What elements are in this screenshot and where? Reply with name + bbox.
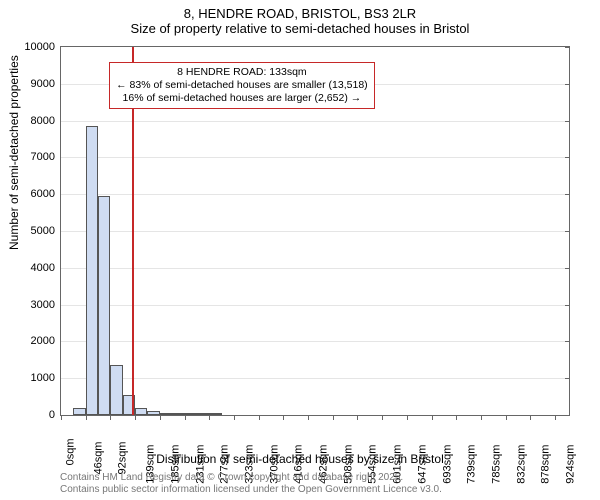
annotation-line-3: 16% of semi-detached houses are larger (… <box>116 92 368 105</box>
y-tick-mark <box>565 157 570 158</box>
histogram-bar <box>135 408 147 415</box>
footer: Contains HM Land Registry data © Crown c… <box>60 472 442 496</box>
y-tick-mark <box>565 121 570 122</box>
x-tick-mark <box>506 415 507 420</box>
gridline <box>61 231 569 232</box>
y-tick-label: 6000 <box>31 188 61 200</box>
gridline <box>61 341 569 342</box>
y-tick-label: 2000 <box>31 335 61 347</box>
x-tick-mark <box>357 415 358 420</box>
plot-area: 0100020003000400050006000700080009000100… <box>60 46 570 416</box>
annotation-box: 8 HENDRE ROAD: 133sqm← 83% of semi-detac… <box>109 62 375 109</box>
x-tick-mark <box>555 415 556 420</box>
x-tick-mark <box>185 415 186 420</box>
x-axis-label: Distribution of semi-detached houses by … <box>0 452 600 466</box>
x-tick-mark <box>61 415 62 420</box>
x-tick-mark <box>530 415 531 420</box>
y-tick-label: 1000 <box>31 372 61 384</box>
y-tick-mark <box>565 47 570 48</box>
y-tick-label: 4000 <box>31 262 61 274</box>
x-tick-mark <box>382 415 383 420</box>
histogram-bar <box>98 196 110 415</box>
x-tick-mark <box>432 415 433 420</box>
x-tick-mark <box>86 415 87 420</box>
annotation-line-1: 8 HENDRE ROAD: 133sqm <box>116 66 368 79</box>
plot-wrap: 0100020003000400050006000700080009000100… <box>60 46 570 416</box>
x-tick-mark <box>456 415 457 420</box>
y-tick-mark <box>565 415 570 416</box>
title-line1: 8, HENDRE ROAD, BRISTOL, BS3 2LR <box>0 6 600 21</box>
x-tick-mark <box>209 415 210 420</box>
gridline <box>61 157 569 158</box>
y-tick-mark <box>565 341 570 342</box>
annotation-line-2: ← 83% of semi-detached houses are smalle… <box>116 79 368 92</box>
x-tick-mark <box>481 415 482 420</box>
x-tick-mark <box>160 415 161 420</box>
x-tick-mark <box>234 415 235 420</box>
y-axis-label: Number of semi-detached properties <box>7 55 21 250</box>
y-tick-mark <box>565 305 570 306</box>
x-tick-mark <box>259 415 260 420</box>
y-tick-mark <box>565 84 570 85</box>
y-tick-label: 5000 <box>31 225 61 237</box>
x-tick-mark <box>110 415 111 420</box>
gridline <box>61 121 569 122</box>
histogram-bar <box>197 413 209 415</box>
histogram-bar <box>160 413 172 415</box>
y-tick-mark <box>565 231 570 232</box>
y-tick-mark <box>565 378 570 379</box>
histogram-bar <box>86 126 98 415</box>
y-tick-label: 0 <box>49 409 61 421</box>
x-tick-mark <box>407 415 408 420</box>
gridline <box>61 378 569 379</box>
title-block: 8, HENDRE ROAD, BRISTOL, BS3 2LR Size of… <box>0 0 600 36</box>
histogram-bar <box>147 411 159 415</box>
x-tick-mark <box>135 415 136 420</box>
gridline <box>61 305 569 306</box>
x-tick-mark <box>283 415 284 420</box>
histogram-bar <box>73 408 85 415</box>
gridline <box>61 194 569 195</box>
histogram-bar <box>209 413 221 415</box>
y-tick-label: 7000 <box>31 151 61 163</box>
y-tick-label: 10000 <box>24 41 61 53</box>
footer-line2: Contains public sector information licen… <box>60 484 442 496</box>
histogram-bar <box>185 413 197 415</box>
y-tick-label: 9000 <box>31 78 61 90</box>
histogram-bar <box>110 365 122 415</box>
y-tick-label: 3000 <box>31 299 61 311</box>
chart-container: 8, HENDRE ROAD, BRISTOL, BS3 2LR Size of… <box>0 0 600 500</box>
gridline <box>61 268 569 269</box>
title-line2: Size of property relative to semi-detach… <box>0 21 600 36</box>
footer-line1: Contains HM Land Registry data © Crown c… <box>60 472 442 484</box>
y-tick-mark <box>565 268 570 269</box>
histogram-bar <box>172 413 184 415</box>
x-tick-mark <box>333 415 334 420</box>
y-tick-label: 8000 <box>31 115 61 127</box>
x-tick-mark <box>308 415 309 420</box>
y-tick-mark <box>565 194 570 195</box>
